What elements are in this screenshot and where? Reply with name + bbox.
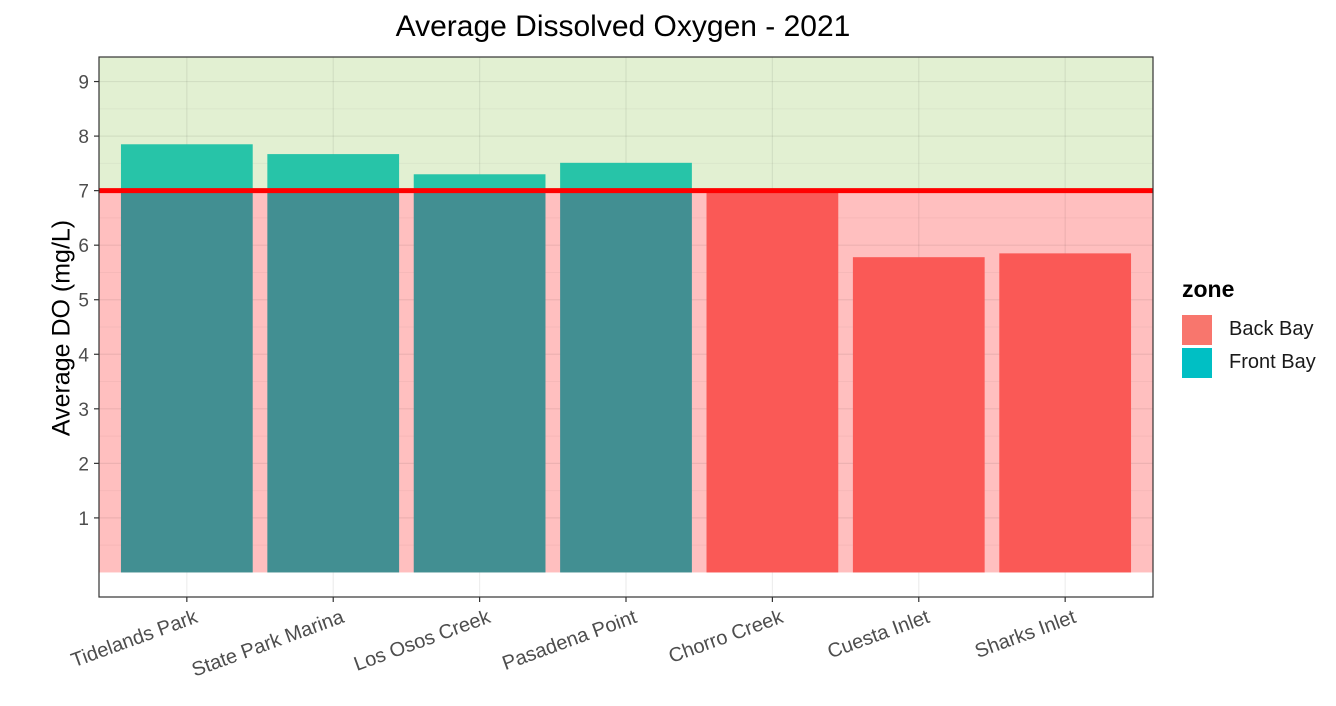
y-tick-label: 4 (78, 345, 89, 366)
x-tick-label: Cuesta Inlet (825, 606, 933, 663)
y-tick-label: 3 (78, 400, 89, 421)
bar-los-osos-creek (413, 190, 546, 573)
bar-pasadena-point-above-threshold (560, 162, 692, 191)
y-tick-label: 6 (78, 236, 89, 257)
y-tick-label: 8 (78, 127, 89, 148)
y-tick-label: 9 (78, 73, 89, 94)
x-tick-label: Tidelands Park (68, 606, 201, 672)
bar-chorro-creek (706, 190, 839, 573)
bar-state-park-marina-above-threshold (267, 154, 400, 191)
legend-item-back-bay: Back Bay (1182, 313, 1316, 346)
bar-state-park-marina (267, 190, 400, 573)
y-tick-label: 7 (78, 182, 89, 203)
legend-label-front-bay: Front Bay (1229, 351, 1316, 373)
legend-item-front-bay: Front Bay (1182, 346, 1316, 379)
y-tick-label: 1 (78, 509, 89, 530)
x-tick-label: Sharks Inlet (972, 606, 1079, 663)
x-tick-label: Los Osos Creek (351, 606, 494, 676)
bar-los-osos-creek-above-threshold (413, 174, 546, 191)
x-tick-label: Pasadena Point (499, 606, 640, 675)
x-tick-label: Chorro Creek (666, 606, 787, 668)
legend-label-back-bay: Back Bay (1229, 318, 1314, 340)
chart-title: Average Dissolved Oxygen - 2021 (395, 10, 851, 43)
legend-title: zone (1182, 276, 1235, 302)
y-tick-label: 5 (78, 291, 89, 312)
bar-tidelands-park-above-threshold (120, 144, 253, 191)
x-tick-label: State Park Marina (189, 606, 348, 682)
y-tick-label: 2 (78, 454, 89, 475)
bar-cuesta-inlet (852, 257, 985, 573)
bar-pasadena-point (560, 190, 692, 573)
legend-key-back-bay (1182, 314, 1212, 345)
bar-sharks-inlet (999, 253, 1132, 573)
legend-key-front-bay (1182, 347, 1212, 378)
legend: zone Back Bay Front Bay (1182, 276, 1316, 379)
bar-tidelands-park (120, 190, 253, 573)
